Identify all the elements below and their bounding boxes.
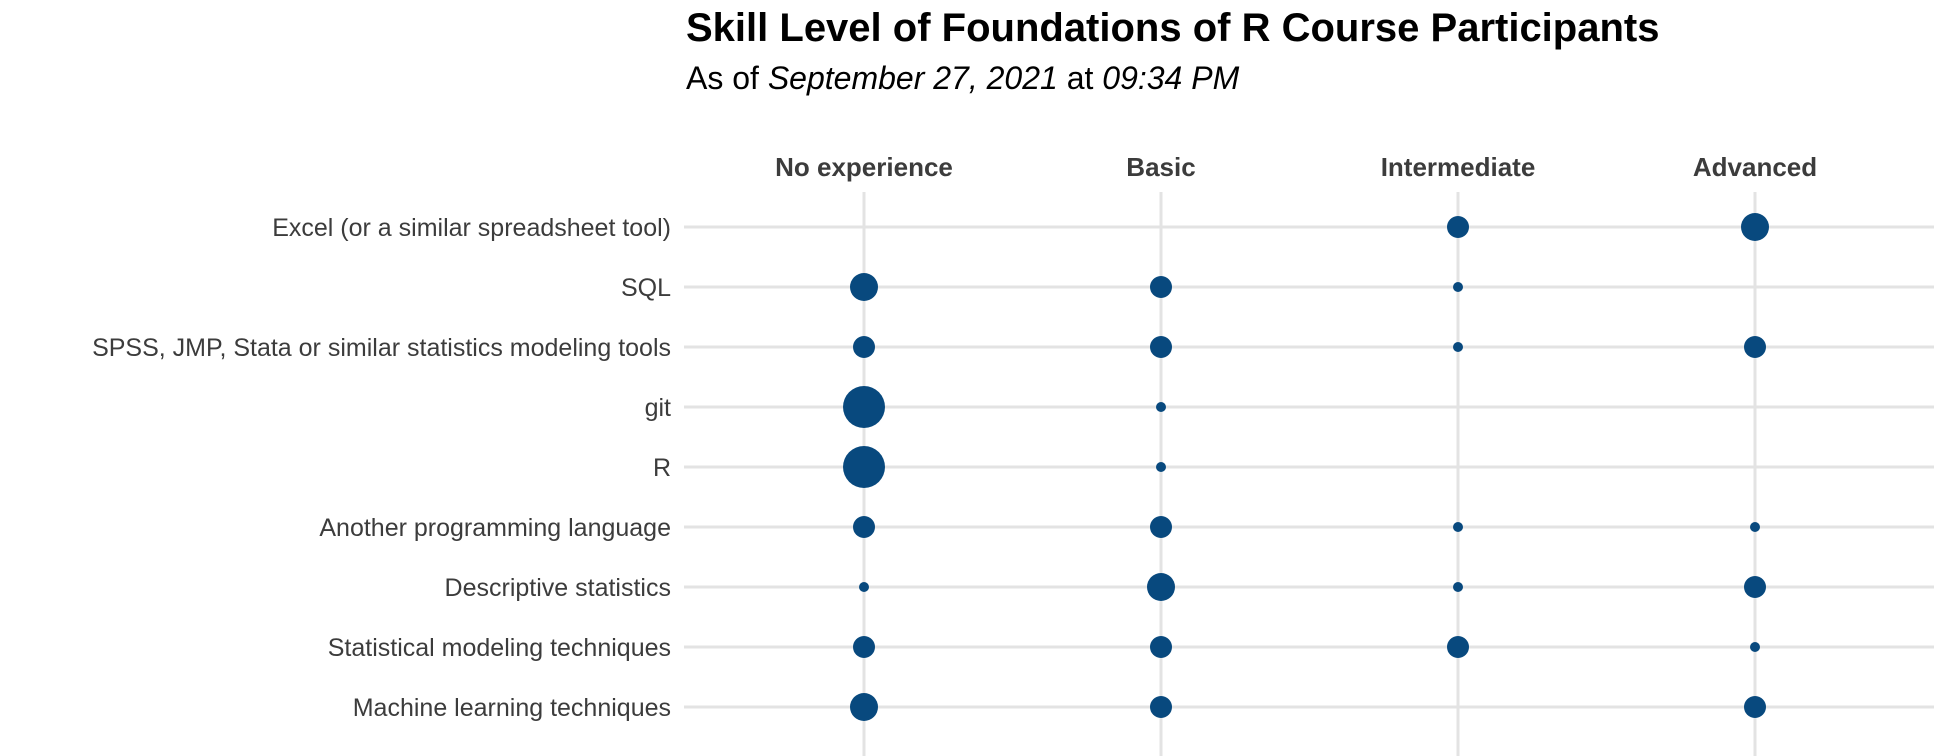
data-point xyxy=(1741,213,1769,241)
data-point xyxy=(1750,522,1760,532)
data-point xyxy=(1156,402,1166,412)
data-point xyxy=(1150,516,1172,538)
y-tick-label: Machine learning techniques xyxy=(353,694,671,722)
subtitle-date: September 27, 2021 xyxy=(767,60,1058,96)
y-tick-label: Another programming language xyxy=(319,514,671,542)
y-tick-label: R xyxy=(653,454,671,482)
data-point xyxy=(1147,573,1175,601)
x-tick-label: No experience xyxy=(775,152,953,182)
data-point xyxy=(1750,642,1760,652)
y-tick-label: Descriptive statistics xyxy=(445,574,671,602)
data-point xyxy=(843,446,885,488)
data-point xyxy=(853,516,875,538)
subtitle-connector: at xyxy=(1066,60,1094,96)
data-point xyxy=(1150,276,1172,298)
y-tick-label: git xyxy=(645,394,671,422)
chart-subtitle: As of September 27, 2021 at 09:34 PM xyxy=(686,60,1239,97)
subtitle-time: 09:34 PM xyxy=(1102,60,1240,96)
data-point xyxy=(853,336,875,358)
x-tick-label: Basic xyxy=(1126,152,1195,182)
data-point xyxy=(1150,336,1172,358)
data-point xyxy=(853,636,875,658)
data-point xyxy=(1453,522,1463,532)
y-tick-label: Statistical modeling techniques xyxy=(328,634,671,662)
data-point xyxy=(1744,336,1766,358)
x-tick-label: Advanced xyxy=(1693,152,1817,182)
x-tick-label: Intermediate xyxy=(1381,152,1536,182)
data-point xyxy=(1447,216,1469,238)
data-point xyxy=(1453,282,1463,292)
y-tick-label: SPSS, JMP, Stata or similar statistics m… xyxy=(92,334,671,362)
data-point xyxy=(1447,636,1469,658)
data-point xyxy=(1150,696,1172,718)
data-point xyxy=(859,582,869,592)
data-point xyxy=(850,273,878,301)
data-point xyxy=(1744,696,1766,718)
chart-title: Skill Level of Foundations of R Course P… xyxy=(686,6,1660,50)
data-point xyxy=(843,386,885,428)
data-point xyxy=(1156,462,1166,472)
y-tick-label: SQL xyxy=(621,274,671,302)
subtitle-prefix: As of xyxy=(686,60,759,96)
data-point xyxy=(850,693,878,721)
y-tick-label: Excel (or a similar spreadsheet tool) xyxy=(272,214,671,242)
data-point xyxy=(1453,582,1463,592)
data-point xyxy=(1150,636,1172,658)
data-point xyxy=(1744,576,1766,598)
data-point xyxy=(1453,342,1463,352)
